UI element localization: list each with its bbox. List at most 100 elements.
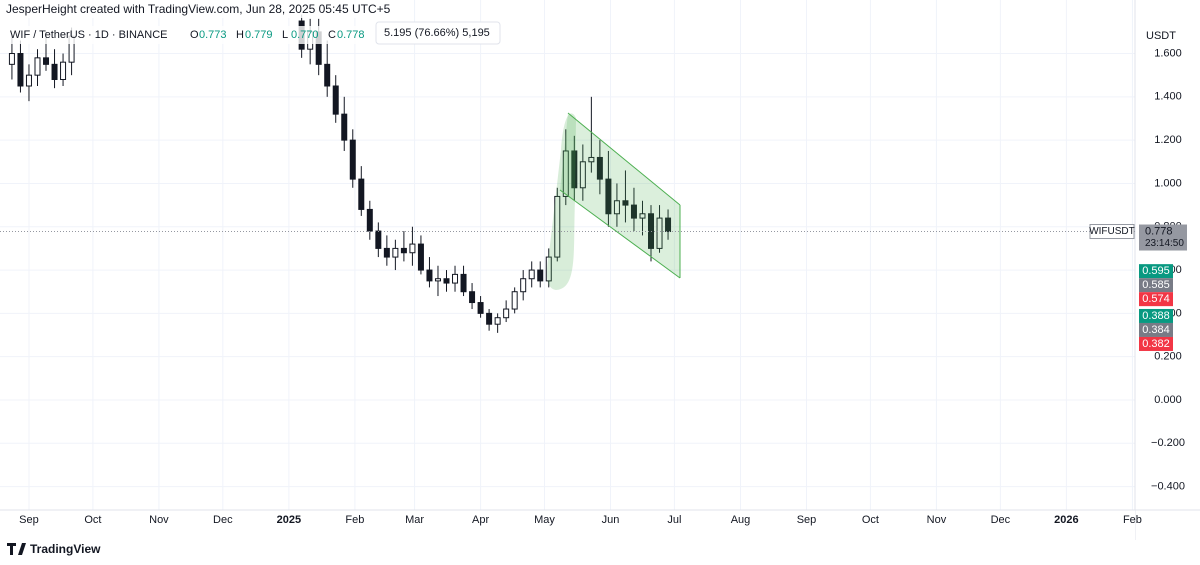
flag-pattern [546, 112, 681, 291]
x-tick-label: Mar [405, 514, 424, 526]
candle-body [324, 63, 331, 87]
channel-fill [560, 113, 680, 278]
pole-highlight [546, 113, 576, 291]
candle-body [341, 113, 348, 141]
channel-top [567, 112, 681, 206]
price-label-bg [1139, 292, 1173, 307]
x-tick-label: Apr [472, 514, 489, 526]
candle-body [511, 291, 518, 310]
x-tick-label: Oct [84, 514, 101, 526]
y-tick-label: 1.400 [1154, 91, 1182, 103]
candle-body [392, 247, 399, 258]
candle-body [332, 85, 339, 115]
ohlc-key: O [190, 29, 199, 41]
price-label: 0.585 [1142, 279, 1170, 291]
candle-body [503, 308, 510, 319]
candle-body [520, 278, 527, 293]
y-tick-label: 0.200 [1154, 351, 1182, 363]
channel-bottom [559, 189, 681, 279]
price-label-bg [1139, 336, 1173, 351]
measure-box [375, 21, 501, 45]
ohlc-value: 0.778 [337, 29, 365, 41]
candle-body [460, 273, 467, 293]
price-label-bg [1139, 264, 1173, 279]
candle-body [383, 247, 390, 258]
candle-body [358, 178, 365, 210]
footer-logo: TradingView [7, 542, 101, 556]
y-tick-label: 1.200 [1154, 134, 1182, 146]
candle-body [443, 278, 450, 284]
attribution-bg [0, 0, 360, 18]
x-tick-label: Dec [213, 514, 233, 526]
candle-body [613, 200, 620, 215]
x-tick-label: 2025 [277, 514, 301, 526]
price-label-bg [1139, 322, 1173, 337]
attribution: JesperHeight created with TradingView.co… [6, 2, 391, 16]
price-label-bg [1139, 278, 1173, 293]
x-tick-label: Oct [862, 514, 879, 526]
candle-body [417, 243, 424, 271]
candle-body [51, 63, 58, 81]
candle-body [409, 243, 416, 254]
candle-body [17, 53, 24, 87]
y-tick-label: 0.000 [1154, 394, 1182, 406]
y-tick-label: 1.000 [1154, 177, 1182, 189]
ohlc-key: C [328, 29, 336, 41]
candle-body [545, 256, 552, 282]
y-tick-label: −0.400 [1151, 481, 1185, 493]
candle-body [375, 230, 382, 249]
x-tick-label: Nov [149, 514, 169, 526]
measure: 5.195 (76.66%) 5,195 [384, 27, 490, 39]
currency-label: USDT [1146, 30, 1176, 42]
price-label-bg [1139, 308, 1173, 323]
symbol-badge [1089, 224, 1135, 240]
ohlc-value: 0.779 [245, 29, 273, 41]
candle-body [639, 213, 646, 219]
candle-body [605, 178, 612, 215]
x-tick-label: Feb [1123, 514, 1142, 526]
candle-body [596, 156, 603, 180]
candle-body [562, 150, 569, 197]
candle-body [43, 57, 50, 65]
ohlc-value: 0.773 [199, 29, 227, 41]
candle-body [579, 161, 586, 189]
candle-body [486, 312, 493, 325]
x-tick-label: Jun [602, 514, 620, 526]
candle-body [469, 291, 476, 304]
x-tick-label: Dec [991, 514, 1011, 526]
candle-body [656, 217, 663, 249]
candle-body [426, 269, 433, 282]
candle-body [494, 317, 501, 325]
y-tick-label: 1.600 [1154, 47, 1182, 59]
candle-body [528, 269, 535, 280]
candle-body [554, 195, 561, 258]
candle-body [571, 150, 578, 189]
x-tick-label: Sep [797, 514, 817, 526]
footer-bg [0, 540, 1200, 560]
x-tick-label: 2026 [1054, 514, 1078, 526]
candle-body [25, 74, 32, 87]
logo-mark [7, 543, 26, 555]
candle-body [434, 278, 441, 282]
price-label: 0.382 [1142, 338, 1170, 350]
x-tick-label: Nov [927, 514, 947, 526]
symbol: WIF / TetherUS · 1D · BINANCE [10, 29, 168, 41]
ohlc-value: 0.770 [291, 29, 319, 41]
last-price: 0.778 [1145, 225, 1173, 237]
x-tick-label: Aug [731, 514, 751, 526]
legend: WIF / TetherUS · 1D · BINANCE 5.195 (76.… [8, 21, 501, 45]
price-label: 0.384 [1142, 324, 1170, 336]
candle-body [537, 269, 544, 282]
candle-body [477, 302, 484, 314]
candle-body [622, 200, 629, 206]
price-label: 0.574 [1142, 293, 1170, 305]
x-tick-label: Sep [19, 514, 39, 526]
price-badge [1139, 224, 1187, 251]
price-label: 0.595 [1142, 265, 1170, 277]
candle-body [349, 139, 356, 180]
candle-body [366, 208, 373, 232]
candle-body [400, 247, 407, 254]
symbol-label: WIFUSDT [1089, 226, 1135, 237]
